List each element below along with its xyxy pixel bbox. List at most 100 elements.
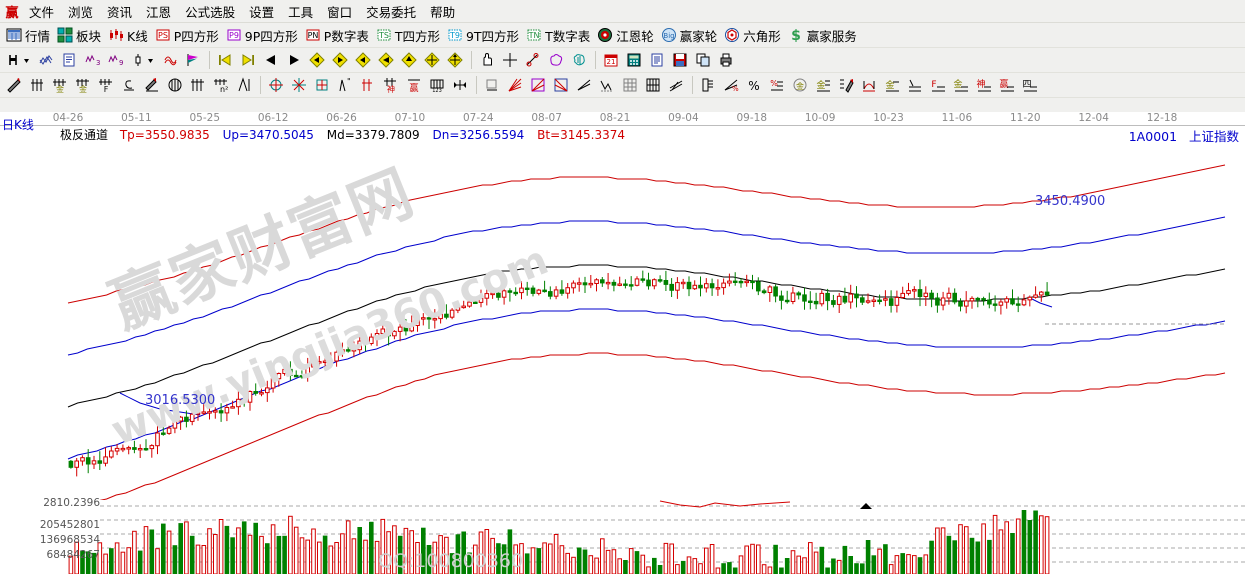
gann-angle-button[interactable]: [233, 75, 255, 95]
zigzag-button[interactable]: [596, 75, 618, 95]
calendar-button[interactable]: 21: [600, 50, 622, 70]
gann-fan-red-button[interactable]: [3, 75, 25, 95]
diamond-right-button[interactable]: [329, 50, 351, 70]
report-button[interactable]: [58, 50, 80, 70]
menu-help[interactable]: 帮助: [430, 4, 456, 20]
notes-button[interactable]: [646, 50, 668, 70]
toolbar-hexagon[interactable]: 六角形: [721, 25, 784, 45]
toolbar-winner-service[interactable]: $ 赢家服务: [785, 25, 860, 45]
fan-lines-button[interactable]: [504, 75, 526, 95]
line-tool-button[interactable]: [573, 75, 595, 95]
level-ying-button[interactable]: 赢: [996, 75, 1018, 95]
ruler-button[interactable]: [697, 75, 719, 95]
indicator-3-button[interactable]: 3: [81, 50, 103, 70]
gann-123-button[interactable]: 123: [426, 75, 448, 95]
menu-browse[interactable]: 浏览: [68, 4, 94, 20]
menu-trade-order[interactable]: 交易委托: [366, 4, 417, 20]
toolbar-9p-square[interactable]: P9 9P四方形: [223, 25, 301, 45]
toolbar-gann-wheel[interactable]: 江恩轮: [594, 25, 657, 45]
gann-target-button[interactable]: [265, 75, 287, 95]
cut-line-button[interactable]: [522, 50, 544, 70]
diamond-left2-button[interactable]: [352, 50, 374, 70]
gann-span-button[interactable]: [449, 75, 471, 95]
gann-circle-button[interactable]: [164, 75, 186, 95]
diamond-c-button[interactable]: [421, 50, 443, 70]
box-fan-button[interactable]: [527, 75, 549, 95]
diamond-a-button[interactable]: [375, 50, 397, 70]
gold-line-button[interactable]: 金: [812, 75, 834, 95]
level-f-button[interactable]: F: [927, 75, 949, 95]
brain-button[interactable]: [568, 50, 590, 70]
gann-n2-button[interactable]: n²: [210, 75, 232, 95]
last-page-button[interactable]: [237, 50, 259, 70]
grid-tool-button[interactable]: [619, 75, 641, 95]
percent-button[interactable]: %: [743, 75, 765, 95]
menu-file[interactable]: 文件: [29, 4, 55, 20]
price-plot[interactable]: [0, 125, 1245, 500]
gann-gold-2-button[interactable]: 金: [72, 75, 94, 95]
gann-grid-button[interactable]: [26, 75, 48, 95]
box-diag-button[interactable]: [550, 75, 572, 95]
level-gold-button[interactable]: 金: [950, 75, 972, 95]
toolbar-quotes[interactable]: 行情: [3, 25, 53, 45]
gold-circle-button[interactable]: 金: [789, 75, 811, 95]
pen-measure-button[interactable]: [835, 75, 857, 95]
toolbar-sectors[interactable]: 板块: [54, 25, 104, 45]
gann-h-button[interactable]: [357, 75, 379, 95]
toolbar-t-number-table[interactable]: TN T数字表: [523, 25, 593, 45]
arc-tool-button[interactable]: [858, 75, 880, 95]
gann-box-button[interactable]: [311, 75, 333, 95]
menu-settings[interactable]: 设置: [249, 4, 275, 20]
gann-f-button[interactable]: F: [95, 75, 117, 95]
gann-gold-1-button[interactable]: 金: [49, 75, 71, 95]
toolbar-kline[interactable]: K线: [105, 25, 151, 45]
crosshair-button[interactable]: [499, 50, 521, 70]
level-shen-button[interactable]: 神: [973, 75, 995, 95]
menu-gann[interactable]: 江恩: [146, 4, 172, 20]
diamond-d-button[interactable]: [444, 50, 466, 70]
menu-news[interactable]: 资讯: [107, 4, 133, 20]
print-button[interactable]: [715, 50, 737, 70]
polygon-button[interactable]: [545, 50, 567, 70]
diamond-b-button[interactable]: [398, 50, 420, 70]
gann-pen-button[interactable]: [141, 75, 163, 95]
candle-dropdown-icon[interactable]: [146, 52, 155, 68]
indicator-9-button[interactable]: 9: [104, 50, 126, 70]
hand-button[interactable]: [476, 50, 498, 70]
rect-tool-button[interactable]: [481, 75, 503, 95]
overlay-button[interactable]: [159, 50, 181, 70]
next-button[interactable]: [283, 50, 305, 70]
calculator-button[interactable]: [623, 50, 645, 70]
multi-chart-button[interactable]: [35, 50, 57, 70]
gann-ying-button[interactable]: 赢: [403, 75, 425, 95]
gann-k-button[interactable]: ": [334, 75, 356, 95]
first-page-button[interactable]: [214, 50, 236, 70]
gann-shen-button[interactable]: 神: [380, 75, 402, 95]
period-day-button[interactable]: [3, 50, 34, 70]
gann-star-button[interactable]: [288, 75, 310, 95]
save-button[interactable]: [669, 50, 691, 70]
diamond-left-button[interactable]: [306, 50, 328, 70]
grid-tool2-button[interactable]: [642, 75, 664, 95]
chart-area[interactable]: 04-26 05-11 05-25 06-12 06-26 07-10 07-24 08-07…: [0, 112, 1245, 574]
prev-button[interactable]: [260, 50, 282, 70]
single-candle-button[interactable]: [127, 50, 158, 70]
volume-panel[interactable]: [0, 500, 1245, 574]
gold-level-button[interactable]: 金: [881, 75, 903, 95]
toolbar-p-square[interactable]: PS P四方形: [152, 25, 222, 45]
percent-fan-button[interactable]: %: [720, 75, 742, 95]
toolbar-t-square[interactable]: TS T四方形: [373, 25, 443, 45]
toolbar-winner-wheel[interactable]: Big 赢家轮: [658, 25, 721, 45]
flag-button[interactable]: [182, 50, 204, 70]
level-si-button[interactable]: 四: [1019, 75, 1041, 95]
gann-spiral-button[interactable]: [118, 75, 140, 95]
menu-tools[interactable]: 工具: [288, 4, 314, 20]
level-j-button[interactable]: [904, 75, 926, 95]
gann-grid2-button[interactable]: [187, 75, 209, 95]
percent-line-button[interactable]: %: [766, 75, 788, 95]
toolbar-9t-square[interactable]: T9 9T四方形: [444, 25, 522, 45]
copy-button[interactable]: [692, 50, 714, 70]
menu-window[interactable]: 窗口: [327, 4, 353, 20]
menu-formula-stock-pick[interactable]: 公式选股: [185, 4, 236, 20]
parallel-button[interactable]: [665, 75, 687, 95]
